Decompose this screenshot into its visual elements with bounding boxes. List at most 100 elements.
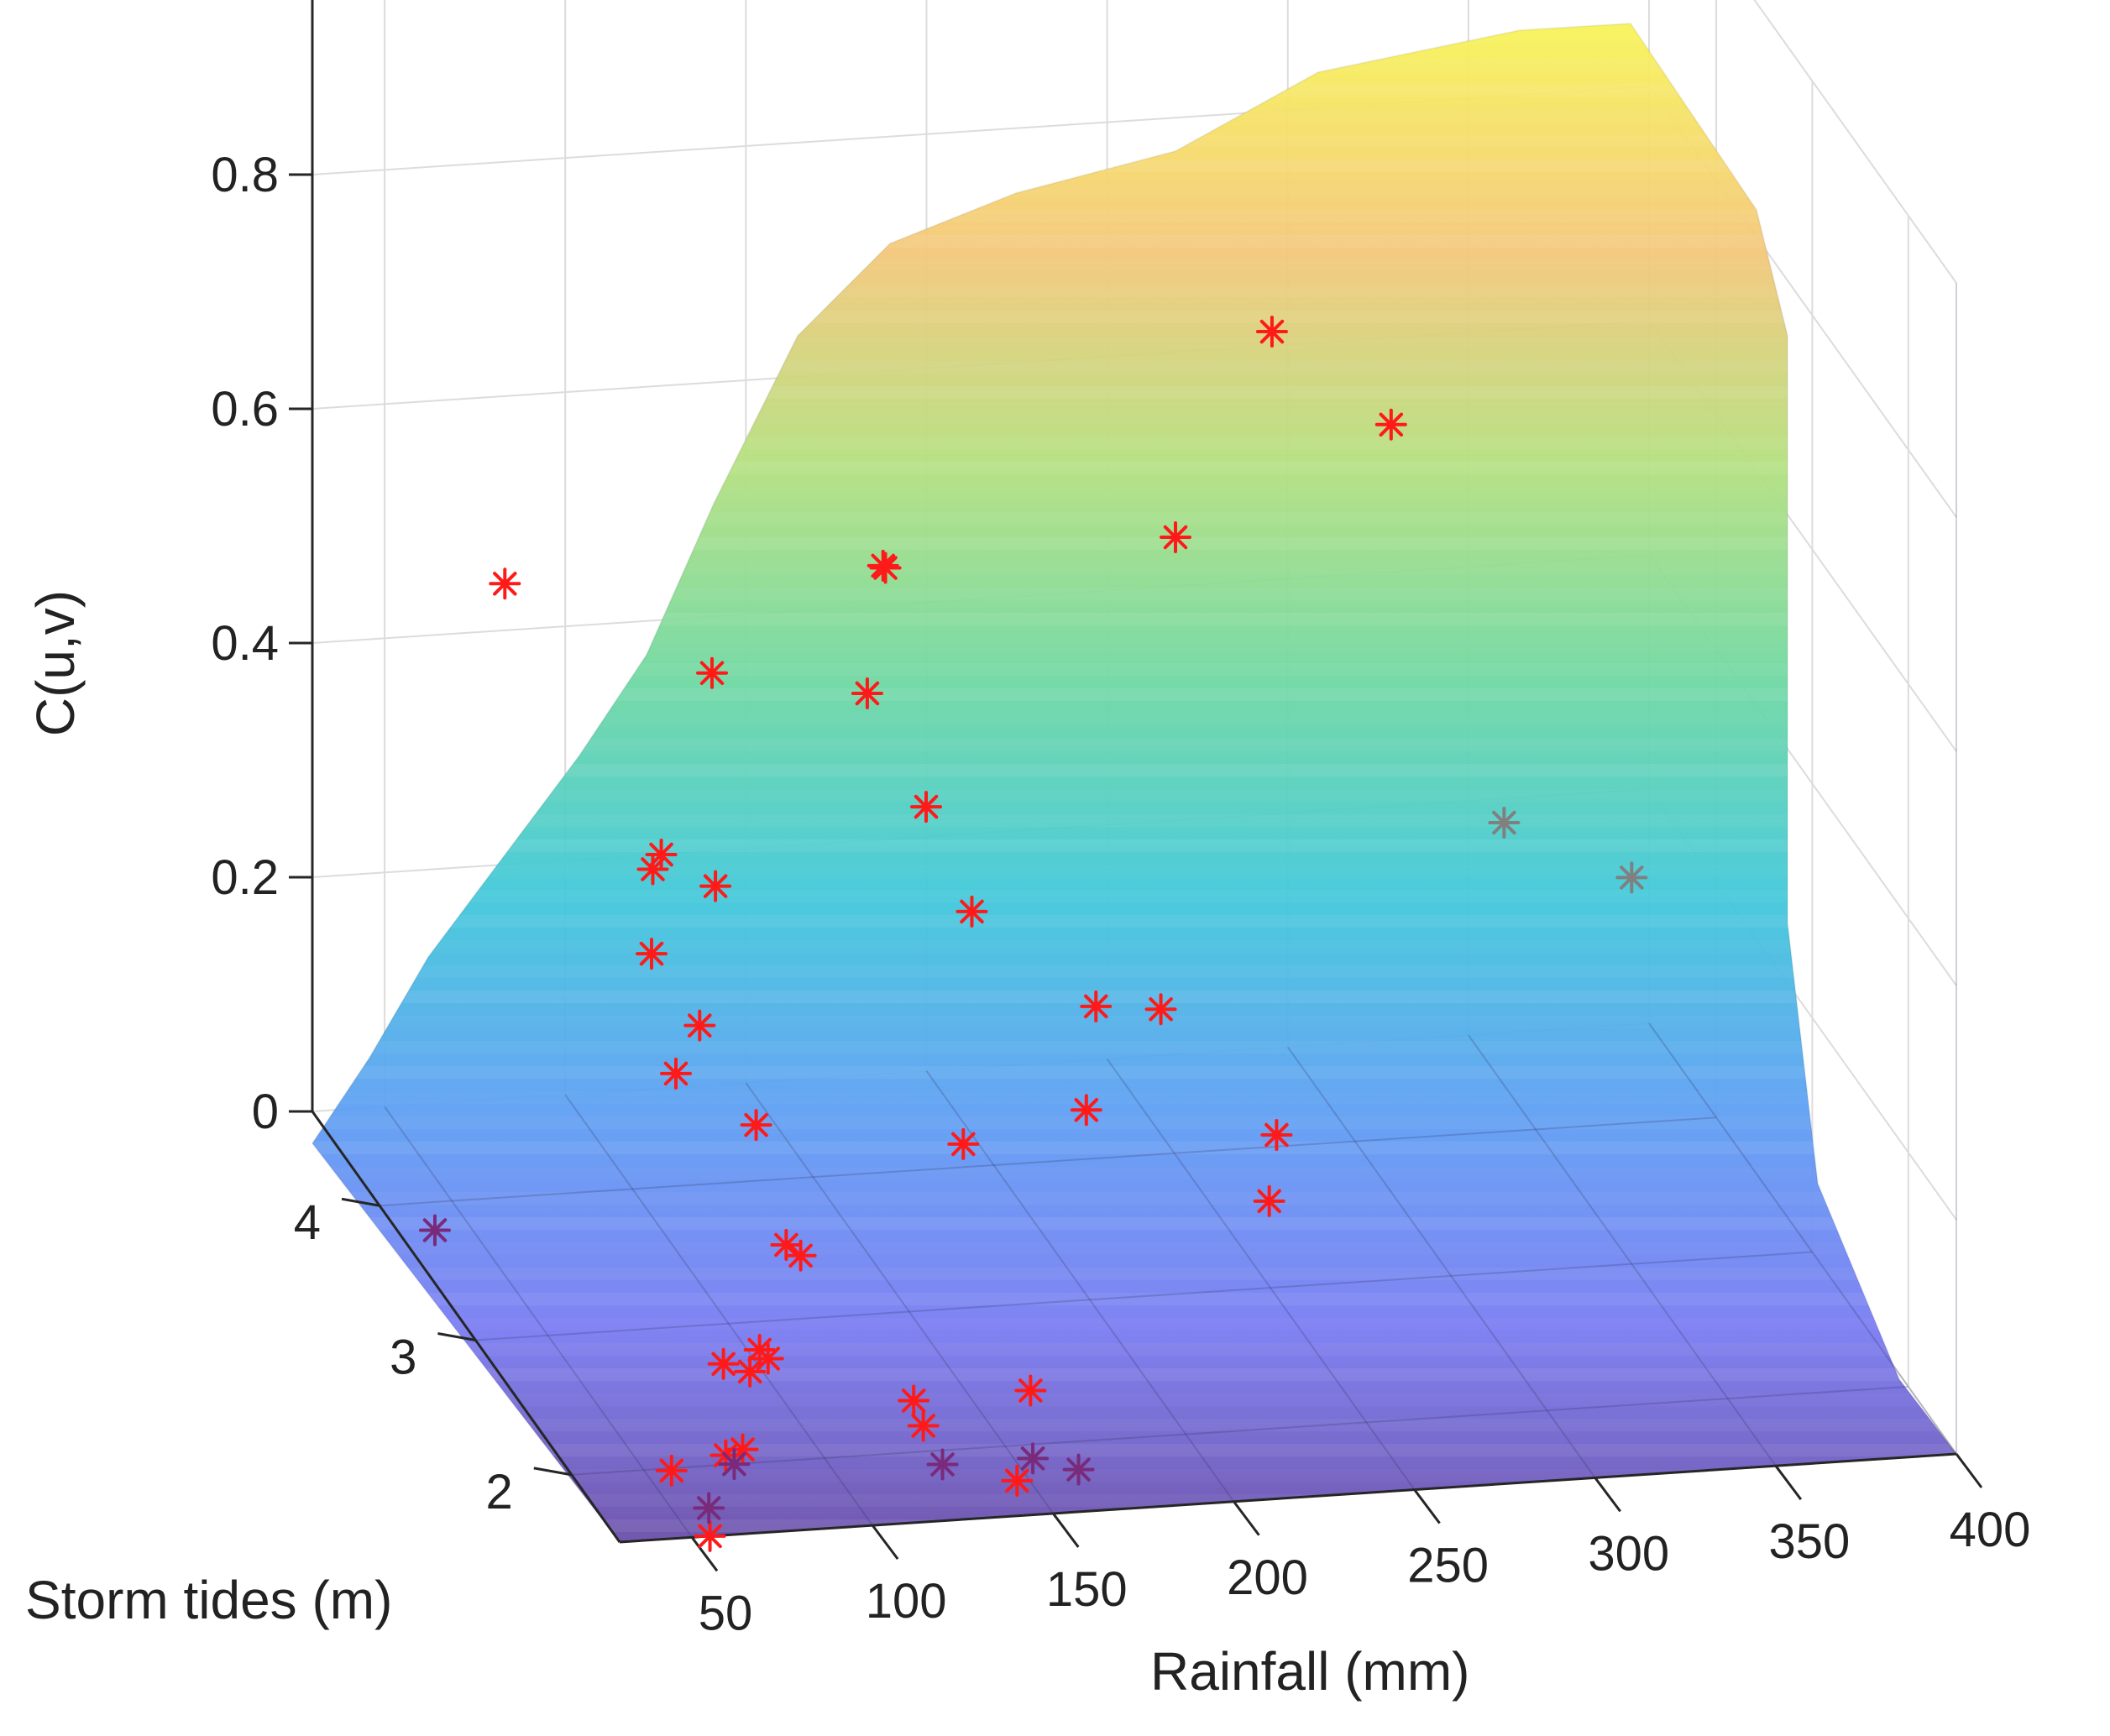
data-point-stroke [910,791,943,824]
z-tick-label: 0.6 [211,382,279,437]
x-tick-label: 150 [1046,1562,1128,1617]
data-point-stroke [659,1057,692,1090]
surface-band [312,361,1956,374]
data-point-stroke [726,1433,759,1466]
surface-band [312,1519,1956,1532]
data-point [784,1239,817,1272]
surface-band [312,613,1956,625]
data-point-stroke [489,567,521,600]
data-point-stroke [718,1448,751,1481]
data-point [1080,990,1113,1022]
data-point [707,1347,740,1380]
data-point-stroke [956,895,988,928]
surface-band [312,1368,1956,1381]
data-markers [418,316,1648,1552]
surface-band [302,1016,1982,1028]
x-tick [1955,1453,1983,1488]
surface-band [312,1494,1956,1507]
surface-band [302,1091,1982,1104]
floor-gridline [571,1385,1908,1476]
data-point-stroke [907,1409,940,1442]
surface [302,22,1982,1544]
x-tick [690,1536,719,1572]
surface-band [312,739,1956,751]
data-point-stroke [926,1448,959,1481]
surface-band [302,1318,1982,1331]
data-point [1615,861,1648,894]
data-point-stroke [947,1127,980,1160]
surface-band [302,789,1982,802]
data-point [1144,993,1177,1026]
surface-band [302,34,1982,46]
surface-band [312,764,1956,776]
surface-band [312,890,1956,902]
floor-gridline [745,1082,1055,1514]
data-point [655,1454,688,1487]
surface-band [312,59,1956,71]
surface-band [312,915,1956,928]
surface-band [312,814,1956,827]
surface-band [302,1394,1982,1406]
surface-band [312,588,1956,600]
x-tick [1413,1488,1441,1524]
surface-band [312,311,1956,323]
surface-band [312,210,1956,222]
data-point [1374,408,1407,441]
data-point [734,1355,767,1388]
data-point-stroke [1615,861,1648,894]
surface-band [312,134,1956,147]
data-point [910,791,943,824]
data-point [489,567,521,600]
data-point [926,1448,959,1481]
surface-band [312,1268,1956,1280]
z-tick-label: 0.8 [211,148,279,202]
y-tick-label: 4 [294,1195,321,1250]
floor-gridline [379,1116,1717,1207]
y-tick [341,1197,380,1207]
data-point-stroke [636,853,669,886]
surface-band [302,865,1982,877]
x-tick-label: 50 [699,1586,753,1640]
data-point [1255,316,1288,348]
data-point-stroke [699,870,732,902]
data-point-stroke [851,677,883,709]
z-tick-label: 0.2 [211,850,279,905]
surface-band [312,1116,1956,1129]
x-tick-label: 350 [1768,1514,1850,1569]
surface-band [312,663,1956,676]
y-axis-line [311,1111,621,1543]
data-point [851,677,883,709]
side-wall-gridline [1753,0,1957,284]
surface-band [312,285,1956,298]
data-point [694,1519,726,1552]
surface-band [302,487,1982,499]
data-point [1070,1094,1102,1127]
data-point [636,938,668,970]
data-point [699,870,732,902]
floor-gridline [564,1094,874,1526]
data-point-stroke [1260,1119,1293,1152]
data-point-stroke [1014,1374,1047,1407]
data-point [1017,1442,1050,1475]
data-point-stroke [1144,993,1177,1026]
surface-band [302,714,1982,726]
data-point [418,1214,451,1247]
data-point-stroke [734,1355,767,1388]
surface-band [302,185,1982,197]
data-point-stroke [1080,990,1113,1022]
data-point-stroke [696,656,729,689]
floor-gridline [1468,1034,1777,1467]
surface-band [312,235,1956,248]
data-point [718,1448,751,1481]
data-point-stroke [751,1342,784,1375]
x-tick [871,1524,899,1561]
tick-labels: 00.20.40.60.8150100150200250300350400234 [211,148,2030,1640]
surface-band [312,1041,1956,1054]
data-point-stroke [694,1519,726,1552]
z-axis-label: C(u,v) [25,590,86,736]
surface-band [312,839,1956,852]
data-point [683,1009,716,1042]
y-tick-label: 2 [486,1465,513,1519]
data-point [898,1384,930,1417]
data-point-stroke [1070,1094,1102,1127]
